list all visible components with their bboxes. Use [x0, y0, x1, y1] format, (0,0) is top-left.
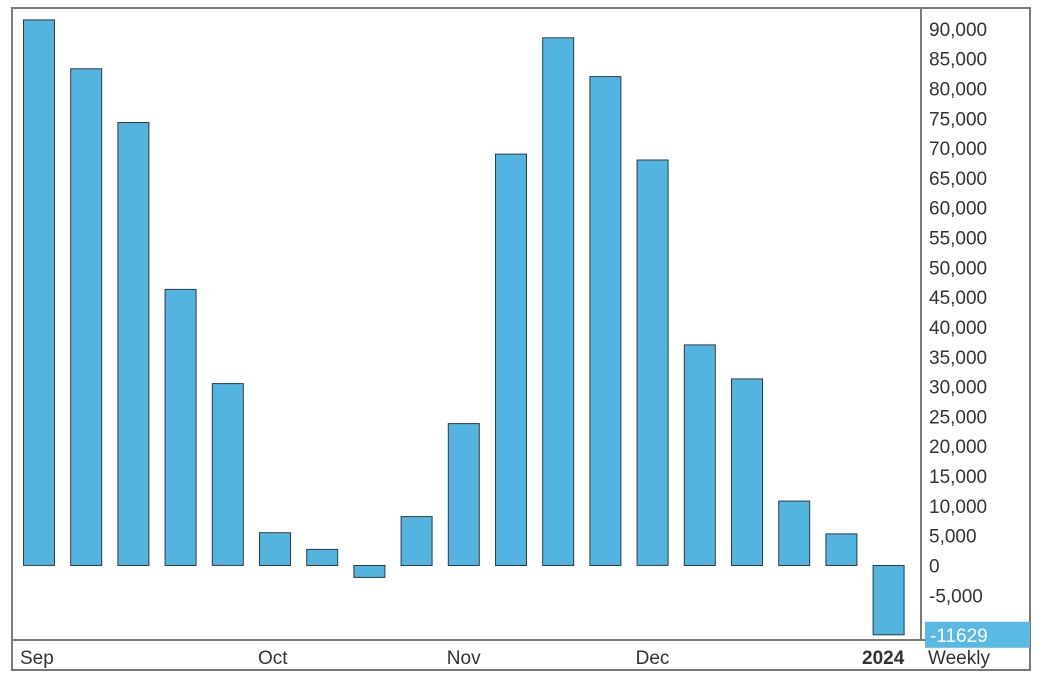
bar-5 — [211, 383, 244, 566]
y-tick-label: 0 — [929, 557, 940, 578]
y-tick-label: 90,000 — [929, 20, 987, 41]
bar-13 — [589, 76, 622, 566]
y-tick-label: 15,000 — [929, 467, 987, 488]
y-tick-label: 10,000 — [929, 497, 987, 518]
bar-9 — [400, 516, 433, 566]
bar-14 — [636, 159, 669, 566]
bars-group — [23, 19, 905, 636]
y-tick-label: 30,000 — [929, 378, 987, 399]
bar-10 — [447, 423, 480, 566]
x-period-label: 2024 — [862, 648, 905, 669]
y-tick-label: 70,000 — [929, 139, 987, 160]
bar-4 — [164, 288, 197, 566]
bar-7 — [306, 548, 339, 567]
bar-18 — [825, 533, 858, 567]
y-tick-label: 85,000 — [929, 50, 987, 71]
bar-6 — [259, 532, 291, 567]
last-value-label: -11629 — [930, 626, 988, 647]
interval-label: Weekly — [928, 648, 990, 669]
bar-17 — [778, 500, 811, 567]
last-value-badge — [925, 621, 1030, 648]
last-value-badge-group: -11629 — [925, 621, 1030, 648]
bar-1 — [23, 19, 55, 566]
y-tick-label: 20,000 — [929, 437, 987, 458]
y-tick-label: 65,000 — [929, 169, 987, 190]
y-tick-label: 55,000 — [929, 229, 987, 250]
y-tick-label: 80,000 — [929, 80, 987, 101]
bar-2 — [70, 68, 103, 567]
bar-8 — [353, 565, 386, 578]
x-period-label: Sep — [20, 648, 54, 669]
bar-15 — [683, 344, 716, 566]
y-tick-label: 45,000 — [929, 288, 987, 309]
x-axis-labels: Sep Oct Nov Dec 2024 — [20, 648, 905, 669]
y-tick-label: 5,000 — [929, 527, 977, 548]
y-tick-label: -5,000 — [929, 586, 983, 607]
bar-16 — [731, 378, 763, 566]
bar-19 — [872, 565, 905, 636]
x-period-label: Dec — [636, 648, 670, 669]
bar-11 — [495, 153, 527, 566]
y-tick-label: 35,000 — [929, 348, 987, 369]
bar-3 — [117, 122, 150, 566]
y-tick-label: 60,000 — [929, 199, 987, 220]
y-tick-label: 40,000 — [929, 318, 987, 339]
y-tick-label: 25,000 — [929, 407, 987, 428]
x-period-label: Oct — [258, 648, 288, 669]
y-tick-label: 50,000 — [929, 258, 987, 279]
x-period-label: Nov — [447, 648, 481, 669]
bar-12 — [542, 37, 575, 567]
y-axis-ticks: 90,000 85,000 80,000 75,000 70,000 65,000 60,0… — [929, 20, 987, 607]
y-tick-label: 75,000 — [929, 109, 987, 130]
